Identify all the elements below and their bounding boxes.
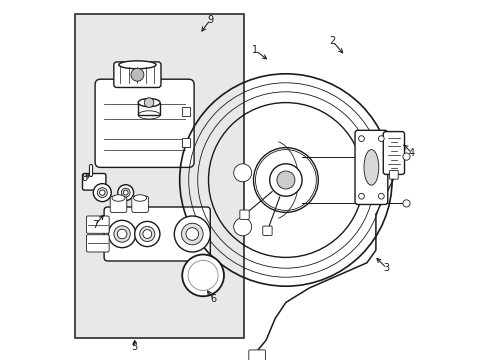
Ellipse shape	[133, 195, 146, 201]
Text: 5: 5	[131, 342, 138, 352]
Bar	[138, 103, 160, 115]
Bar	[182, 138, 190, 147]
Text: 8: 8	[81, 173, 87, 183]
Circle shape	[142, 230, 151, 238]
Circle shape	[358, 136, 364, 141]
Circle shape	[114, 226, 130, 242]
Circle shape	[134, 221, 160, 247]
Circle shape	[233, 164, 251, 182]
Ellipse shape	[363, 150, 378, 185]
Ellipse shape	[119, 61, 156, 69]
FancyBboxPatch shape	[248, 350, 265, 360]
Text: 2: 2	[329, 36, 335, 46]
Text: 7: 7	[92, 220, 98, 230]
FancyBboxPatch shape	[239, 210, 249, 219]
Circle shape	[182, 255, 224, 296]
Text: 6: 6	[210, 294, 217, 304]
FancyBboxPatch shape	[354, 130, 387, 204]
Ellipse shape	[112, 195, 125, 201]
Circle shape	[144, 98, 154, 107]
FancyBboxPatch shape	[82, 174, 106, 190]
Circle shape	[181, 223, 203, 245]
FancyBboxPatch shape	[132, 196, 148, 212]
Circle shape	[188, 260, 218, 291]
Bar	[75, 14, 244, 338]
Circle shape	[378, 193, 384, 199]
Circle shape	[100, 190, 105, 195]
Circle shape	[97, 188, 107, 198]
Circle shape	[269, 164, 302, 196]
FancyBboxPatch shape	[104, 207, 210, 261]
Circle shape	[402, 200, 409, 207]
Bar	[182, 107, 190, 116]
Circle shape	[108, 220, 136, 248]
Circle shape	[233, 218, 251, 236]
Circle shape	[131, 68, 143, 81]
Circle shape	[140, 226, 155, 242]
Circle shape	[118, 185, 133, 201]
FancyBboxPatch shape	[383, 132, 404, 175]
Circle shape	[121, 188, 130, 197]
Text: 3: 3	[383, 263, 389, 273]
Circle shape	[93, 184, 111, 202]
FancyBboxPatch shape	[262, 226, 271, 235]
Circle shape	[358, 193, 364, 199]
Circle shape	[174, 216, 210, 252]
FancyBboxPatch shape	[86, 216, 109, 233]
FancyBboxPatch shape	[114, 62, 161, 87]
Circle shape	[402, 153, 409, 160]
FancyBboxPatch shape	[86, 235, 109, 252]
Circle shape	[276, 171, 294, 189]
FancyBboxPatch shape	[110, 196, 126, 212]
Circle shape	[123, 190, 128, 195]
FancyBboxPatch shape	[95, 79, 194, 167]
Circle shape	[185, 228, 198, 240]
FancyBboxPatch shape	[389, 171, 397, 179]
Text: 4: 4	[408, 148, 414, 158]
Circle shape	[117, 229, 126, 239]
Circle shape	[378, 136, 384, 141]
Text: 9: 9	[207, 15, 213, 25]
Text: 1: 1	[252, 45, 258, 55]
Ellipse shape	[138, 99, 160, 107]
